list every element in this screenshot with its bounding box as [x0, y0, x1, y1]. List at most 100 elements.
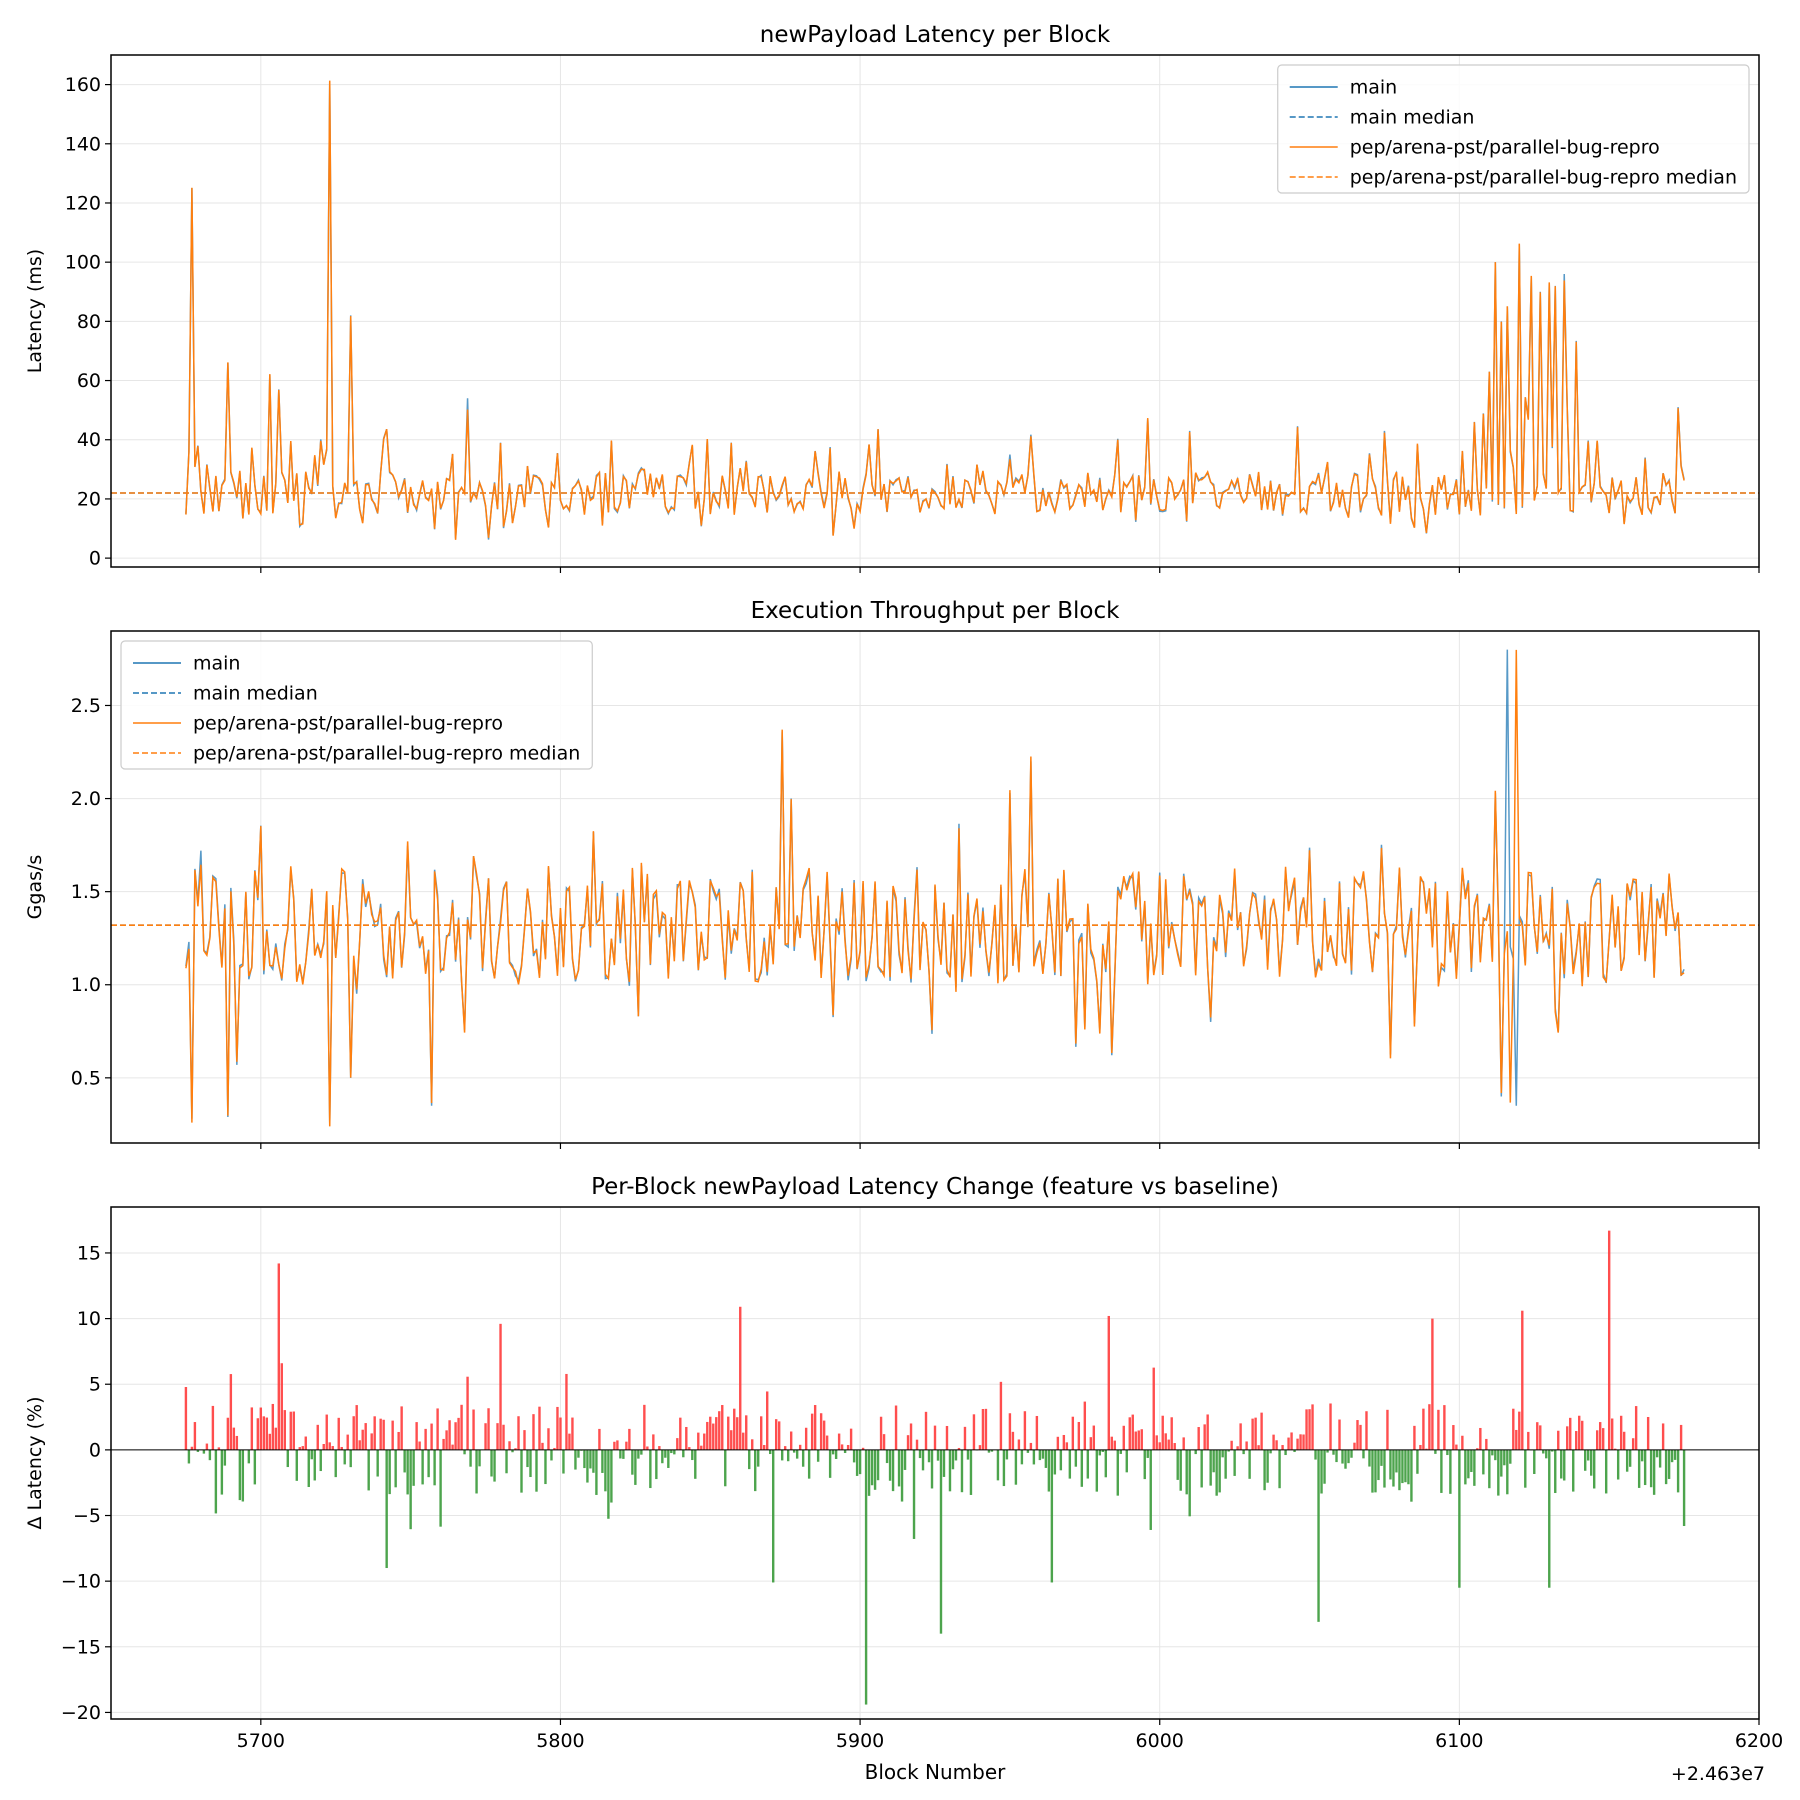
improvement-bar	[754, 1449, 757, 1492]
regression-bar	[625, 1441, 628, 1450]
regression-bar	[205, 1443, 209, 1450]
improvement-bar	[1215, 1449, 1218, 1496]
improvement-bar	[942, 1449, 946, 1477]
regression-bar	[1679, 1424, 1683, 1450]
regression-bar	[1182, 1437, 1185, 1450]
improvement-bar	[478, 1449, 481, 1467]
improvement-bar	[1383, 1449, 1386, 1488]
improvement-bar	[1347, 1449, 1350, 1464]
regression-bar	[658, 1446, 661, 1450]
y-tick-label: −10	[61, 1571, 101, 1593]
regression-bar	[553, 1447, 556, 1450]
plot-area	[111, 649, 1759, 1127]
improvement-bar	[1590, 1449, 1593, 1476]
plot-area	[184, 1230, 1686, 1705]
legend-entry: pep/arena-pst/parallel-bug-repro median	[193, 743, 580, 765]
regression-bar	[1386, 1409, 1389, 1450]
regression-bar	[1197, 1427, 1200, 1450]
regression-bar	[1236, 1446, 1239, 1450]
regression-bar	[1272, 1434, 1275, 1450]
regression-bar	[1302, 1434, 1305, 1450]
improvement-bar	[954, 1449, 958, 1461]
improvement-bar	[1509, 1449, 1512, 1464]
improvement-bar	[1050, 1449, 1054, 1583]
improvement-bar	[1676, 1449, 1680, 1493]
improvement-bar	[670, 1449, 673, 1454]
improvement-bar	[1440, 1449, 1443, 1493]
improvement-bar	[864, 1449, 868, 1705]
improvement-bar	[196, 1449, 200, 1452]
regression-bar	[703, 1433, 706, 1450]
improvement-bar	[1628, 1449, 1632, 1467]
regression-bar	[292, 1411, 295, 1450]
regression-bar	[1128, 1417, 1131, 1450]
regression-bar	[1113, 1440, 1116, 1450]
regression-bar	[1431, 1318, 1434, 1450]
improvement-bar	[682, 1449, 685, 1458]
regression-bar	[259, 1407, 263, 1450]
improvement-bar	[1194, 1449, 1197, 1455]
regression-bar	[1203, 1424, 1206, 1450]
regression-bar	[415, 1422, 418, 1450]
offset-text: +2.463e7	[1671, 1763, 1765, 1785]
regression-bar	[1011, 1431, 1015, 1450]
improvement-bar	[406, 1449, 409, 1495]
regression-bar	[457, 1417, 460, 1450]
y-tick-label: 140	[65, 133, 101, 155]
improvement-bar	[831, 1449, 835, 1455]
legend: main main median pep/arena-pst/parallel-bu…	[1277, 64, 1750, 194]
improvement-bar	[1551, 1449, 1554, 1452]
improvement-bar	[1326, 1449, 1329, 1453]
regression-bar	[379, 1418, 382, 1450]
improvement-bar	[640, 1449, 643, 1455]
improvement-bar	[511, 1449, 514, 1453]
regression-bar	[499, 1323, 502, 1450]
improvement-bar	[876, 1449, 880, 1481]
regression-bar	[472, 1409, 475, 1450]
y-tick-label: 40	[77, 429, 101, 451]
improvement-bar	[1467, 1449, 1470, 1479]
improvement-bar	[792, 1449, 796, 1453]
improvement-bar	[1494, 1449, 1497, 1461]
regression-bar	[277, 1263, 280, 1450]
regression-bar	[697, 1432, 700, 1450]
regression-bar	[1239, 1423, 1242, 1450]
regression-bar	[676, 1438, 679, 1450]
improvement-bar	[1643, 1449, 1647, 1486]
legend-entry: main median	[1350, 107, 1475, 129]
chart-title: Per-Block newPayload Latency Change (fea…	[591, 1174, 1279, 1200]
regression-bar	[688, 1447, 691, 1450]
improvement-bar	[1143, 1449, 1146, 1480]
regression-bar	[798, 1444, 802, 1450]
improvement-bar	[604, 1449, 607, 1492]
regression-bar	[1422, 1408, 1425, 1450]
improvement-bar	[921, 1449, 925, 1471]
regression-bar	[418, 1441, 421, 1450]
y-tick-label: 1.5	[71, 881, 101, 903]
regression-bar	[712, 1423, 715, 1450]
improvement-bar	[1401, 1449, 1404, 1484]
improvement-bar	[1248, 1449, 1251, 1479]
improvement-bar	[427, 1449, 430, 1478]
improvement-bar	[1209, 1449, 1212, 1486]
regression-bar	[1338, 1419, 1341, 1450]
regression-bar	[1275, 1440, 1278, 1450]
regression-bar	[981, 1409, 985, 1450]
regression-bar	[1607, 1230, 1611, 1450]
improvement-bar	[1026, 1449, 1030, 1453]
improvement-bar	[1185, 1449, 1188, 1495]
regression-bar	[1023, 1411, 1027, 1450]
regression-bar	[1077, 1421, 1081, 1450]
improvement-bar	[1242, 1449, 1245, 1455]
improvement-bar	[885, 1449, 889, 1464]
x-tick-label: 5700	[237, 1730, 285, 1752]
improvement-bar	[1368, 1449, 1371, 1467]
improvement-bar	[439, 1449, 442, 1527]
improvement-bar	[1470, 1449, 1473, 1472]
regression-bar	[1619, 1415, 1623, 1450]
legend-box	[120, 640, 593, 770]
improvement-bar	[550, 1449, 553, 1461]
regression-bar	[445, 1430, 448, 1450]
improvement-bar	[1098, 1449, 1101, 1456]
regression-bar	[280, 1363, 283, 1450]
